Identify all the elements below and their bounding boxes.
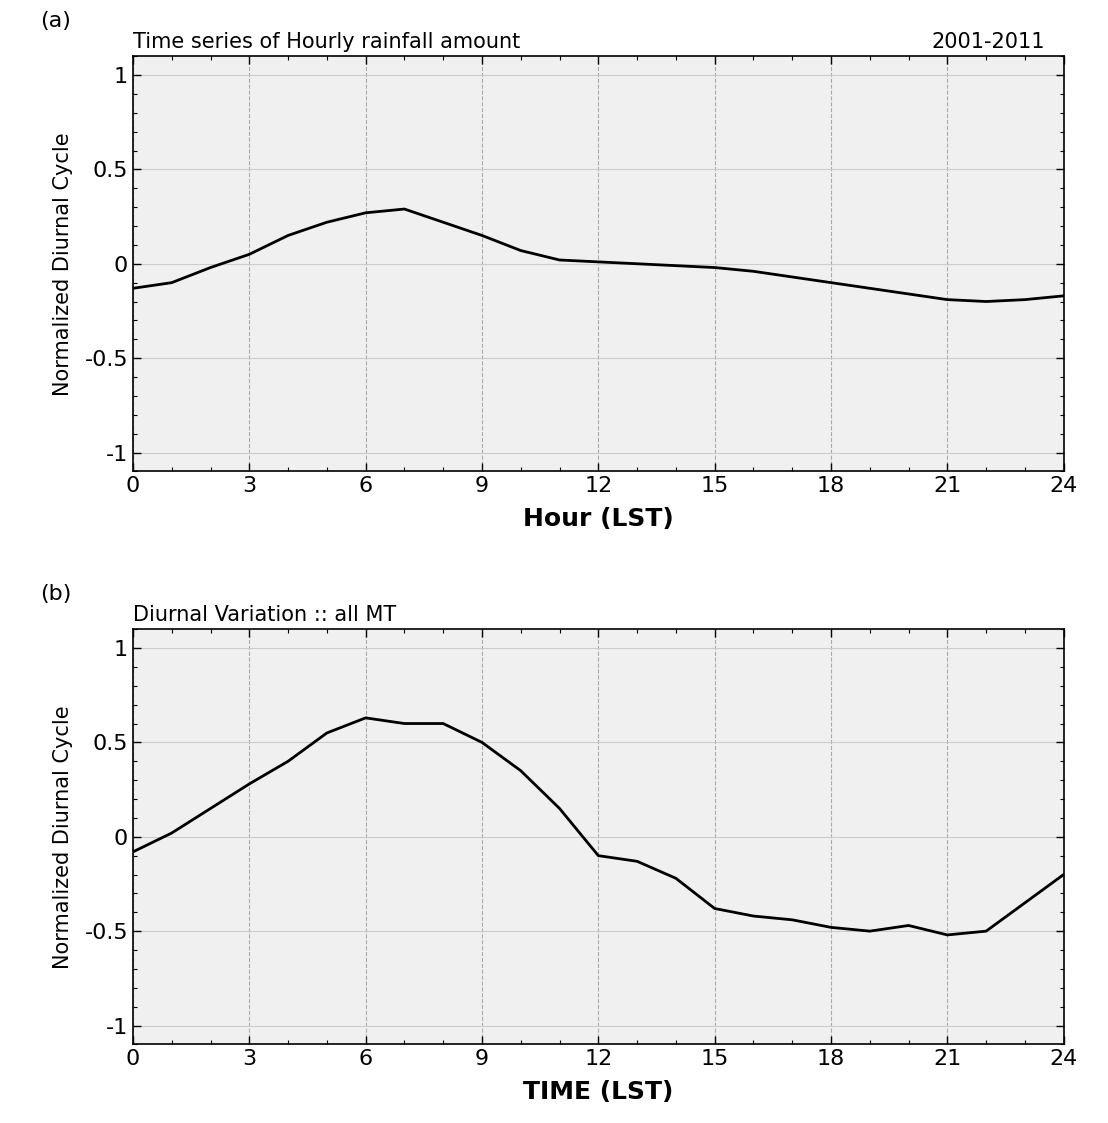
Text: Time series of Hourly rainfall amount: Time series of Hourly rainfall amount: [133, 31, 521, 52]
Text: (a): (a): [40, 11, 71, 31]
Text: 2001-2011: 2001-2011: [932, 31, 1045, 52]
Y-axis label: Normalized Diurnal Cycle: Normalized Diurnal Cycle: [53, 705, 73, 969]
Y-axis label: Normalized Diurnal Cycle: Normalized Diurnal Cycle: [53, 131, 73, 395]
X-axis label: Hour (LST): Hour (LST): [523, 508, 674, 531]
Text: (b): (b): [40, 584, 71, 604]
Text: Diurnal Variation :: all MT: Diurnal Variation :: all MT: [133, 605, 397, 624]
X-axis label: TIME (LST): TIME (LST): [523, 1080, 674, 1104]
